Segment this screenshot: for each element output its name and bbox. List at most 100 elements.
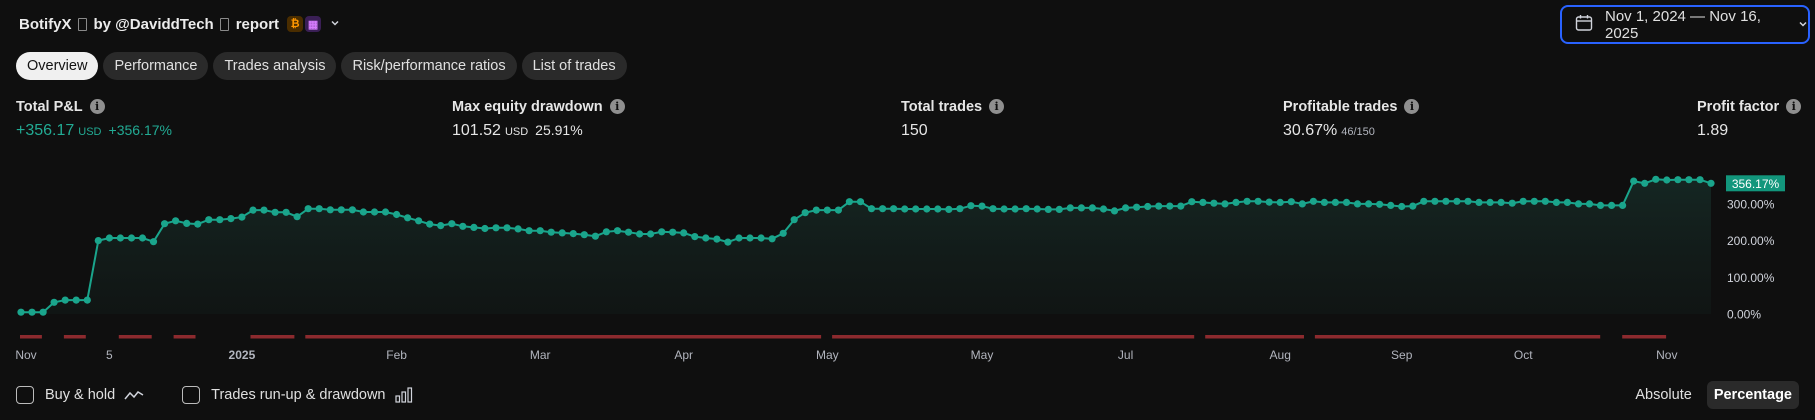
- equity-point[interactable]: [1177, 202, 1185, 210]
- equity-point[interactable]: [1088, 204, 1096, 212]
- equity-point[interactable]: [1420, 197, 1428, 205]
- equity-point[interactable]: [801, 209, 809, 217]
- equity-point[interactable]: [967, 202, 975, 210]
- equity-point[interactable]: [116, 234, 124, 242]
- buy-hold-checkbox[interactable]: [16, 386, 34, 404]
- equity-point[interactable]: [812, 206, 820, 214]
- equity-point[interactable]: [1342, 198, 1351, 206]
- equity-point[interactable]: [1398, 202, 1406, 211]
- equity-point[interactable]: [315, 205, 323, 213]
- equity-point[interactable]: [1696, 176, 1704, 184]
- equity-point[interactable]: [1552, 198, 1560, 206]
- equity-point[interactable]: [1099, 205, 1108, 213]
- percentage-option[interactable]: Percentage: [1706, 381, 1799, 409]
- equity-point[interactable]: [492, 224, 500, 232]
- equity-point[interactable]: [1320, 198, 1328, 206]
- equity-point[interactable]: [680, 229, 688, 237]
- equity-point[interactable]: [205, 216, 213, 224]
- equity-point[interactable]: [647, 230, 655, 238]
- equity-point[interactable]: [227, 215, 235, 223]
- equity-chart[interactable]: 0.00% 100.00% 200.00% 300.00% Nov 5 2025 Feb Ma…: [0, 150, 1815, 370]
- equity-point[interactable]: [1353, 200, 1362, 208]
- equity-point[interactable]: [845, 198, 854, 206]
- equity-point[interactable]: [956, 205, 964, 213]
- equity-point[interactable]: [1541, 197, 1549, 205]
- equity-point[interactable]: [724, 238, 732, 246]
- equity-point[interactable]: [1210, 199, 1218, 207]
- equity-point[interactable]: [1630, 177, 1638, 185]
- equity-point[interactable]: [437, 222, 445, 230]
- chevron-down-icon[interactable]: [330, 15, 340, 33]
- equity-point[interactable]: [1707, 179, 1715, 187]
- equity-point[interactable]: [304, 205, 312, 213]
- equity-point[interactable]: [1144, 202, 1152, 211]
- equity-point[interactable]: [790, 216, 798, 224]
- equity-point[interactable]: [50, 298, 58, 306]
- equity-point[interactable]: [989, 205, 997, 213]
- equity-point[interactable]: [393, 210, 401, 219]
- equity-point[interactable]: [514, 225, 522, 233]
- equity-point[interactable]: [448, 220, 456, 228]
- equity-point[interactable]: [1077, 204, 1085, 212]
- equity-point[interactable]: [1243, 197, 1251, 205]
- equity-point[interactable]: [161, 220, 169, 228]
- equity-point[interactable]: [138, 234, 147, 242]
- equity-point[interactable]: [370, 208, 379, 216]
- strategy-header[interactable]: BotifyX by @DaviddTech report ₿ ▦: [19, 14, 340, 34]
- equity-point[interactable]: [415, 217, 423, 225]
- equity-point[interactable]: [1685, 176, 1693, 184]
- equity-point[interactable]: [17, 308, 25, 316]
- equity-point[interactable]: [1044, 205, 1052, 213]
- equity-point[interactable]: [194, 220, 202, 228]
- equity-point[interactable]: [1585, 200, 1594, 208]
- equity-point[interactable]: [1133, 203, 1141, 211]
- equity-point[interactable]: [1563, 198, 1571, 206]
- equity-point[interactable]: [1486, 198, 1494, 206]
- equity-point[interactable]: [1530, 197, 1538, 205]
- equity-point[interactable]: [591, 232, 600, 240]
- equity-point[interactable]: [823, 206, 831, 214]
- equity-point[interactable]: [337, 206, 345, 214]
- equity-point[interactable]: [1122, 204, 1130, 212]
- equity-point[interactable]: [1199, 198, 1207, 206]
- runup-drawdown-option[interactable]: Trades run-up & drawdown: [182, 386, 412, 404]
- equity-point[interactable]: [271, 208, 279, 216]
- info-icon[interactable]: i: [1786, 99, 1802, 114]
- absolute-option[interactable]: Absolute: [1635, 387, 1692, 403]
- equity-point[interactable]: [1376, 200, 1384, 208]
- equity-point[interactable]: [901, 205, 909, 213]
- equity-point[interactable]: [713, 235, 721, 243]
- equity-point[interactable]: [72, 296, 80, 304]
- equity-point[interactable]: [978, 202, 986, 210]
- buy-hold-option[interactable]: Buy & hold: [16, 386, 144, 404]
- equity-point[interactable]: [1033, 205, 1041, 213]
- equity-point[interactable]: [1221, 200, 1229, 208]
- equity-point[interactable]: [613, 227, 622, 235]
- equity-point[interactable]: [238, 213, 246, 221]
- equity-point[interactable]: [856, 198, 865, 206]
- equity-point[interactable]: [702, 234, 710, 242]
- equity-point[interactable]: [1652, 175, 1660, 183]
- equity-point[interactable]: [1000, 205, 1008, 213]
- equity-point[interactable]: [326, 206, 334, 214]
- equity-point[interactable]: [94, 237, 102, 245]
- equity-point[interactable]: [1254, 197, 1262, 205]
- equity-point[interactable]: [127, 234, 136, 242]
- equity-point[interactable]: [658, 228, 666, 236]
- equity-point[interactable]: [1519, 197, 1527, 205]
- info-icon[interactable]: i: [1404, 99, 1420, 114]
- info-icon[interactable]: i: [989, 99, 1005, 114]
- equity-point[interactable]: [1166, 202, 1174, 210]
- equity-point[interactable]: [624, 228, 633, 236]
- equity-point[interactable]: [1641, 179, 1649, 187]
- equity-point[interactable]: [172, 217, 180, 225]
- equity-point[interactable]: [1596, 201, 1605, 209]
- equity-point[interactable]: [1442, 197, 1450, 205]
- equity-point[interactable]: [426, 220, 434, 228]
- equity-point[interactable]: [558, 229, 566, 237]
- equity-point[interactable]: [1309, 197, 1317, 205]
- equity-point[interactable]: [1508, 199, 1516, 207]
- equity-point[interactable]: [1497, 198, 1505, 206]
- equity-point[interactable]: [912, 205, 920, 213]
- equity-point[interactable]: [183, 219, 191, 227]
